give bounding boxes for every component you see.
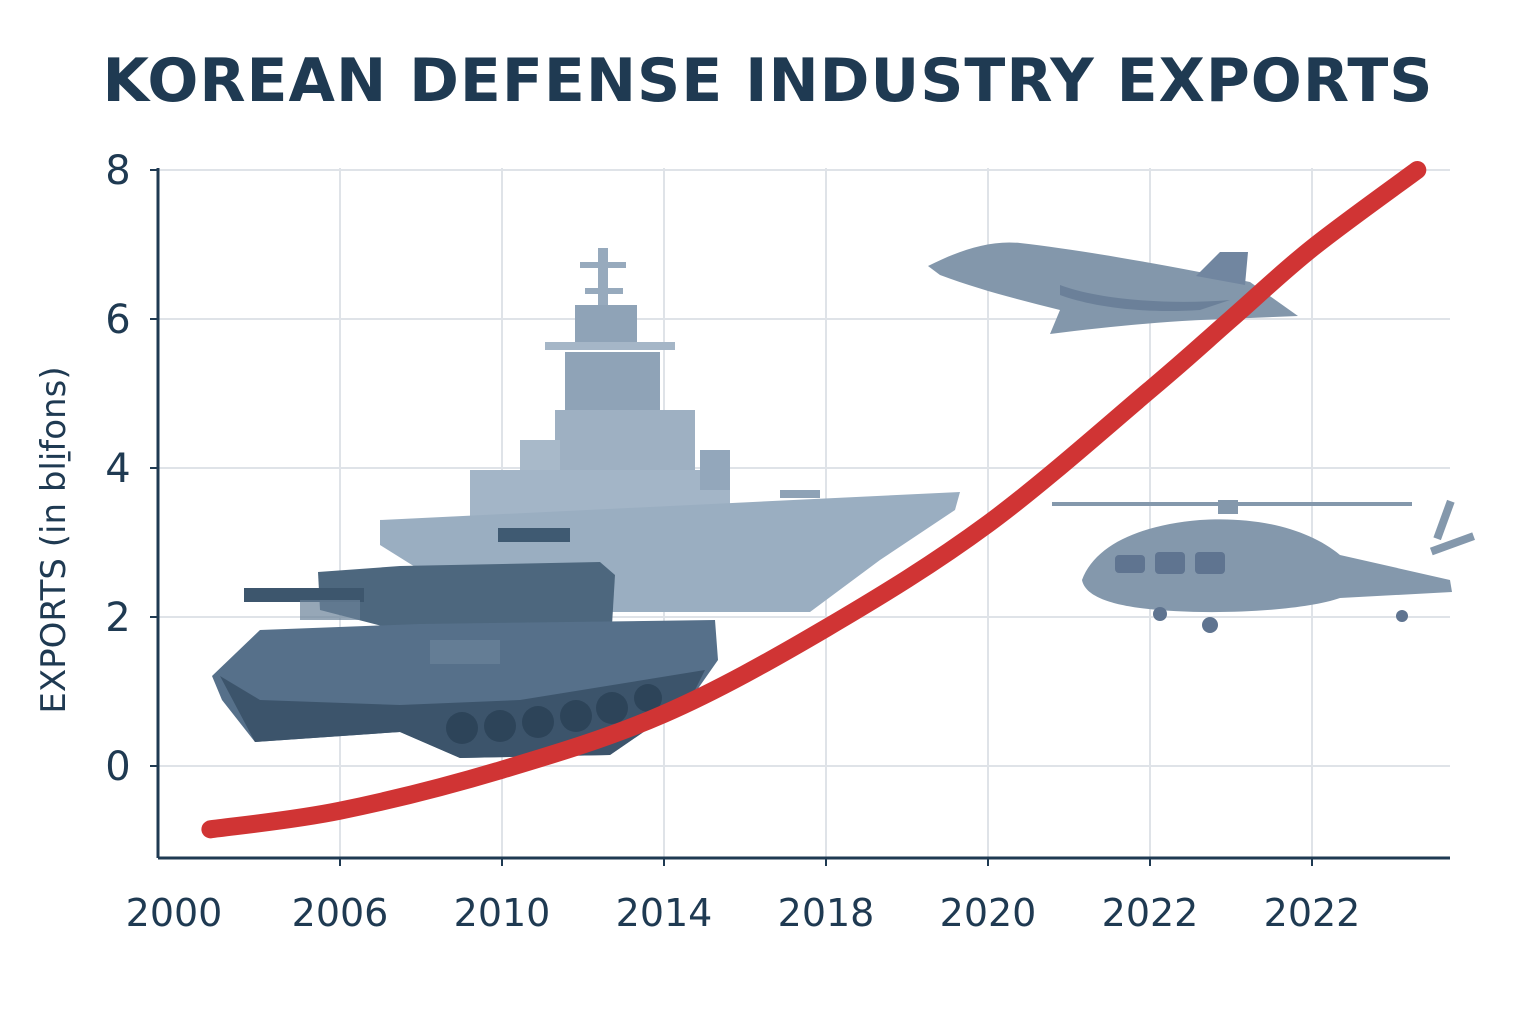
fighter-jet-icon xyxy=(928,242,1298,334)
y-tick-label: 4 xyxy=(105,446,130,492)
helicopter-icon xyxy=(1052,499,1475,633)
x-tick-label: 2006 xyxy=(292,891,389,935)
series-line-exports xyxy=(201,161,1427,839)
x-tick-label: 2010 xyxy=(454,891,551,935)
x-tick-label: 2020 xyxy=(940,891,1037,935)
y-tick-label: 8 xyxy=(105,148,130,194)
x-tick-label: 2000 xyxy=(126,891,223,935)
y-tick-label: 2 xyxy=(105,595,130,641)
chart-title: KOREAN DEFENSE INDUSTRY EXPORTS xyxy=(102,46,1434,116)
ticks-layer: 0 2 4 6 8 2000 2006 2010 2014 2018 2020 2022 2022 xyxy=(105,148,1360,935)
y-tick-label: 6 xyxy=(105,297,130,343)
x-tick-label: 2022 xyxy=(1102,891,1199,935)
y-tick-label: 0 xyxy=(105,744,130,790)
x-tick-label: 2014 xyxy=(616,891,713,935)
x-tick-label: 2018 xyxy=(778,891,875,935)
axes xyxy=(156,168,1450,860)
ship-icon xyxy=(380,248,960,612)
series-layer xyxy=(201,161,1427,839)
x-tick-label: 2022 xyxy=(1264,891,1361,935)
